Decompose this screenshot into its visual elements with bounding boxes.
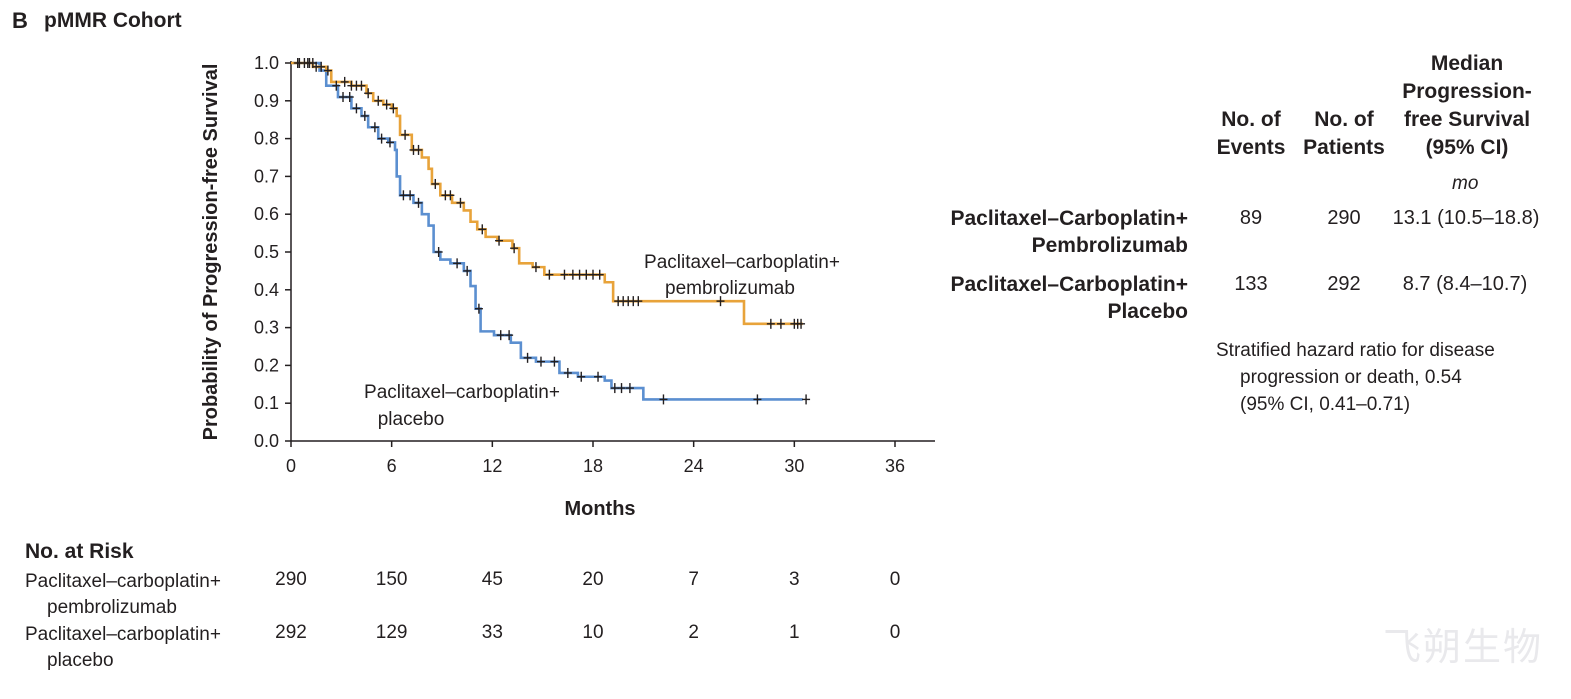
risk-value: 2 [688,622,699,643]
panel-title: pMMR Cohort [44,9,182,32]
risk-value: 290 [275,569,307,590]
risk-value: 1 [789,622,800,643]
header-median-line3: free Survival [1403,108,1531,131]
median-placebo: 8.7 (8.4–10.7) [1402,273,1528,295]
risk-value: 10 [582,622,604,643]
series-label-placebo-line2: placebo [378,409,445,430]
median-unit: mo [1452,173,1479,194]
risk-value: 20 [582,569,604,590]
series-label-placebo-line1: Paclitaxel–carboplatin+ [364,382,560,403]
risk-arm-line1: Paclitaxel–carboplatin+ [25,571,221,592]
y-tick-label: 0.4 [254,280,279,300]
hazard-note-line1: Stratified hazard ratio for disease [1216,340,1495,361]
km-curve-series-0 [291,61,803,326]
risk-arm-placebo: Paclitaxel–carboplatin+ placebo [25,622,221,674]
risk-table-title: No. at Risk [25,540,134,563]
x-tick-label: 12 [482,456,502,476]
hazard-note-line2: progression or death, 0.54 [1240,367,1462,388]
events-pembrolizumab: 89 [1239,207,1263,229]
median-pembrolizumab: 13.1 (10.5–18.8) [1392,207,1540,229]
y-tick-label: 0.5 [254,242,279,262]
hazard-note-line3: (95% CI, 0.41–0.71) [1240,394,1411,415]
y-tick-label: 0.8 [254,129,279,149]
y-tick-label: 0.9 [254,91,279,111]
y-tick-label: 0.2 [254,355,279,375]
chart-axes: 0.0 0.1 0.2 0.3 0.4 0.5 0.6 0.7 0.8 0.9 1.0 0 6 12 18 2… [254,53,935,476]
panel-letter: B [12,8,28,33]
risk-value: 292 [275,622,307,643]
chart-curves [291,61,803,401]
x-axis-title: Months [564,498,635,520]
risk-value: 129 [375,622,408,643]
risk-arm-line1: Paclitaxel–carboplatin+ [25,624,221,645]
risk-arm-line2: pembrolizumab [47,597,177,618]
y-axis-title: Probability of Progression-free Survival [200,64,222,441]
risk-value: 0 [889,569,901,590]
header-events: No. of Events [1208,106,1294,162]
series-label-pembrolizumab-line1: Paclitaxel–carboplatin+ [644,252,840,273]
risk-value: 150 [375,569,408,590]
header-patients: No. of Patients [1298,106,1390,162]
header-median: Median Progression- free Survival (95% C… [1394,50,1540,162]
header-median-line4: (95% CI) [1425,136,1509,159]
x-tick-label: 6 [387,456,397,476]
y-tick-label: 1.0 [254,53,279,73]
risk-value: 33 [481,622,503,643]
risk-value: 0 [889,622,901,643]
header-patients-line1: No. of [1314,108,1374,131]
patients-placebo: 292 [1327,273,1361,295]
table-row-arm-placebo: Paclitaxel–Carboplatin+ Placebo [930,271,1188,325]
series-label-pembrolizumab-line2: pembrolizumab [665,278,795,299]
risk-value: 45 [481,569,503,590]
header-median-line2: Progression- [1402,80,1532,103]
table-row-arm-pembrolizumab: Paclitaxel–Carboplatin+ Pembrolizumab [930,205,1188,259]
arm-label-line2: Placebo [1107,300,1188,323]
arm-label-line1: Paclitaxel–Carboplatin+ [950,207,1188,230]
x-tick-label: 18 [583,456,603,476]
risk-arm-line2: placebo [47,650,114,671]
y-tick-label: 0.0 [254,431,279,451]
watermark-text: 飞朔生物 [1382,625,1543,669]
header-events-line1: No. of [1221,108,1281,131]
arm-label-line1: Paclitaxel–Carboplatin+ [950,273,1188,296]
y-tick-label: 0.7 [254,166,279,186]
y-tick-label: 0.1 [254,393,279,413]
patients-pembrolizumab: 290 [1327,207,1361,229]
x-tick-label: 30 [784,456,804,476]
x-tick-label: 0 [286,456,296,476]
x-tick-label: 24 [684,456,704,476]
arm-label-line2: Pembrolizumab [1031,234,1188,257]
risk-arm-pembrolizumab: Paclitaxel–carboplatin+ pembrolizumab [25,569,221,621]
chart-censor-marks [293,58,811,405]
hazard-ratio-note: Stratified hazard ratio for disease prog… [1216,337,1546,418]
km-curve-series-1 [291,61,803,401]
header-patients-line2: Patients [1303,136,1385,159]
header-median-line1: Median [1430,52,1504,75]
risk-value: 7 [688,569,699,590]
header-events-line2: Events [1216,136,1286,159]
risk-value: 3 [789,569,800,590]
x-tick-label: 36 [885,456,905,476]
y-tick-label: 0.6 [254,204,279,224]
events-placebo: 133 [1234,273,1268,295]
y-tick-label: 0.3 [254,318,279,338]
